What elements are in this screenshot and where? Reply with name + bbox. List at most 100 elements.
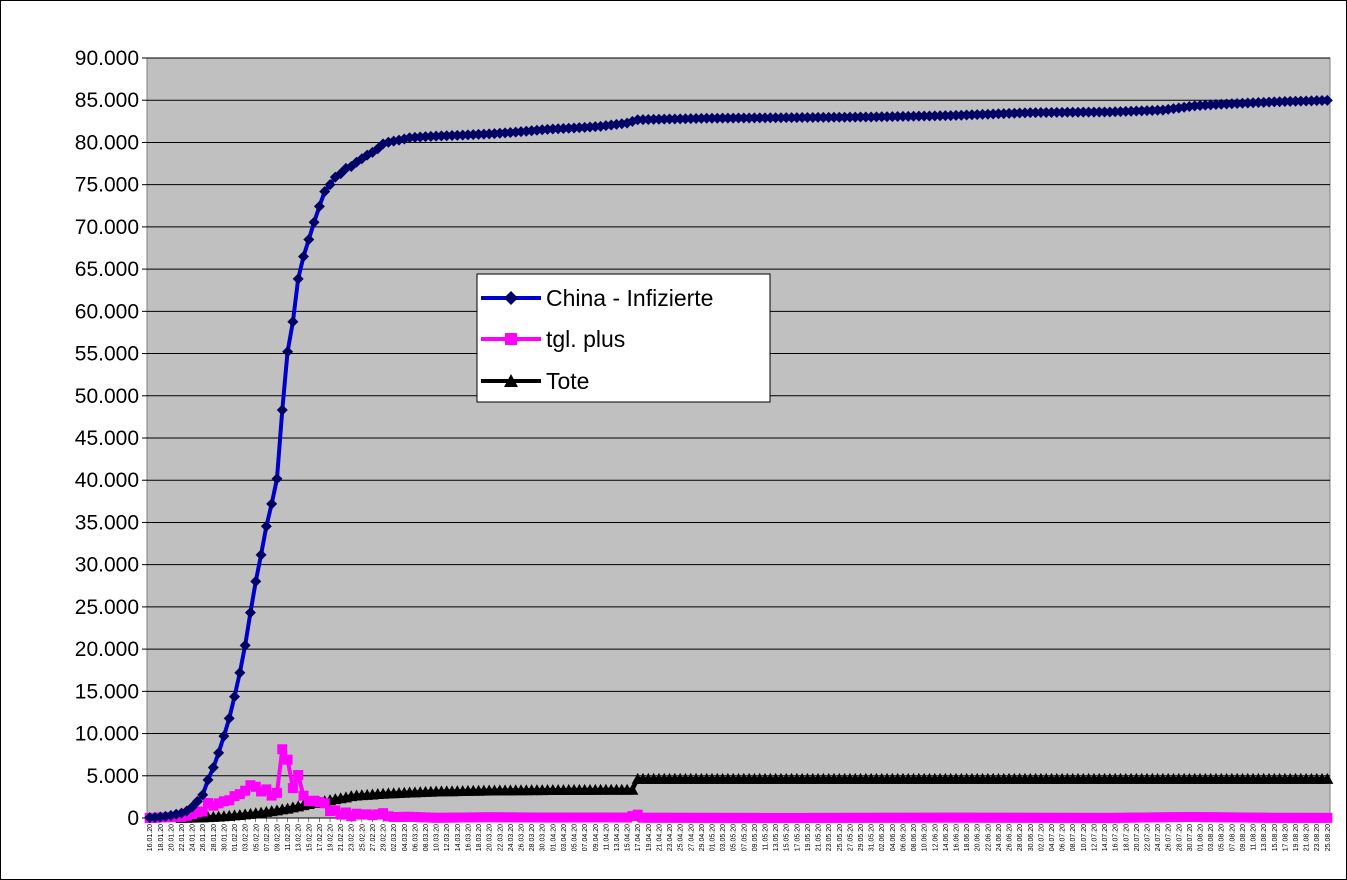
data-point bbox=[1041, 812, 1052, 823]
data-point bbox=[1301, 812, 1312, 823]
y-tick-label: 0 bbox=[127, 807, 139, 830]
data-point bbox=[244, 607, 256, 619]
data-point bbox=[669, 812, 680, 823]
data-point bbox=[494, 812, 505, 823]
data-point bbox=[319, 186, 331, 198]
data-point bbox=[260, 520, 272, 532]
data-point bbox=[1062, 812, 1073, 823]
data-point bbox=[478, 812, 489, 823]
data-point bbox=[1131, 812, 1142, 823]
x-tick-label: 11.04.20 bbox=[603, 824, 610, 851]
data-point bbox=[754, 812, 765, 823]
data-point bbox=[882, 812, 893, 823]
x-tick-label: 09.05.20 bbox=[752, 824, 759, 851]
data-point bbox=[473, 812, 484, 823]
x-tick-label: 04.03.20 bbox=[402, 824, 409, 851]
data-point bbox=[712, 812, 723, 823]
square-marker-icon bbox=[505, 333, 517, 345]
x-tick-label: 17.05.20 bbox=[794, 824, 801, 851]
data-point bbox=[993, 812, 1004, 823]
data-point bbox=[378, 808, 389, 819]
y-tick-label: 10.000 bbox=[75, 723, 139, 746]
x-tick-label: 23.02.20 bbox=[349, 824, 356, 851]
x-tick-label: 20.07.20 bbox=[1134, 824, 1141, 851]
data-point bbox=[192, 807, 203, 818]
x-tick-label: 03.04.20 bbox=[561, 824, 568, 851]
x-tick-label: 21.08.20 bbox=[1304, 824, 1311, 851]
data-point bbox=[351, 808, 362, 819]
x-tick-label: 07.05.20 bbox=[741, 824, 748, 851]
x-tick-label: 30.07.20 bbox=[1187, 824, 1194, 851]
data-point bbox=[760, 812, 771, 823]
y-tick-label: 40.000 bbox=[75, 469, 139, 492]
data-point bbox=[940, 812, 951, 823]
y-tick-label: 85.000 bbox=[75, 89, 139, 112]
data-point bbox=[1141, 812, 1152, 823]
data-point bbox=[1269, 812, 1280, 823]
data-point bbox=[558, 812, 569, 823]
x-tick-label: 17.04.20 bbox=[635, 824, 642, 851]
x-tick-label: 03.08.20 bbox=[1208, 824, 1215, 851]
y-tick-label: 50.000 bbox=[75, 385, 139, 408]
data-point bbox=[303, 234, 315, 246]
data-point bbox=[325, 806, 336, 817]
x-tick-label: 19.04.20 bbox=[646, 824, 653, 851]
data-point bbox=[245, 780, 256, 791]
data-point bbox=[744, 812, 755, 823]
series-china-infizierte bbox=[144, 94, 1333, 824]
data-point bbox=[913, 812, 924, 823]
data-point bbox=[1321, 94, 1333, 106]
y-tick-label: 90.000 bbox=[75, 47, 139, 70]
diamond-marker-icon bbox=[504, 291, 518, 305]
data-point bbox=[1009, 812, 1020, 823]
data-point bbox=[626, 783, 639, 795]
data-point bbox=[1263, 812, 1274, 823]
x-tick-label: 02.06.20 bbox=[879, 824, 886, 851]
data-point bbox=[653, 812, 664, 823]
data-point bbox=[457, 812, 468, 823]
x-tick-label: 28.03.20 bbox=[529, 824, 536, 851]
data-point bbox=[675, 812, 686, 823]
data-point bbox=[1274, 812, 1285, 823]
data-point bbox=[860, 812, 871, 823]
data-point bbox=[452, 812, 463, 823]
data-point bbox=[383, 811, 394, 822]
data-point bbox=[1094, 812, 1105, 823]
data-point bbox=[1126, 812, 1137, 823]
data-point bbox=[1152, 812, 1163, 823]
data-point bbox=[584, 812, 595, 823]
data-point bbox=[1321, 772, 1334, 784]
data-point bbox=[415, 812, 426, 823]
data-point bbox=[271, 473, 283, 485]
x-tick-label: 13.02.20 bbox=[296, 824, 303, 851]
data-point bbox=[1035, 812, 1046, 823]
data-point bbox=[303, 796, 314, 807]
data-point bbox=[255, 549, 267, 561]
data-point bbox=[749, 812, 760, 823]
data-point bbox=[728, 812, 739, 823]
data-point bbox=[866, 812, 877, 823]
x-tick-label: 28.07.20 bbox=[1176, 824, 1183, 851]
data-point bbox=[292, 273, 304, 285]
data-point bbox=[622, 812, 633, 823]
data-point bbox=[234, 789, 245, 800]
y-tick-label: 15.000 bbox=[75, 680, 139, 703]
data-point bbox=[223, 712, 235, 724]
x-tick-label: 21.05.20 bbox=[816, 824, 823, 851]
data-point bbox=[775, 812, 786, 823]
x-tick-label: 20.06.20 bbox=[975, 824, 982, 851]
data-point bbox=[1237, 812, 1248, 823]
data-series bbox=[144, 94, 1334, 824]
data-point bbox=[393, 811, 404, 822]
x-tick-label: 20.03.20 bbox=[487, 824, 494, 851]
data-point bbox=[897, 812, 908, 823]
x-tick-label: 08.03.20 bbox=[423, 824, 430, 851]
y-tick-label: 45.000 bbox=[75, 427, 139, 450]
y-tick-label: 20.000 bbox=[75, 638, 139, 661]
data-point bbox=[271, 787, 282, 798]
x-tick-label: 03.05.20 bbox=[720, 824, 727, 851]
data-point bbox=[309, 795, 320, 806]
x-tick-label: 16.06.20 bbox=[954, 824, 961, 851]
data-point bbox=[1253, 812, 1264, 823]
y-tick-label: 35.000 bbox=[75, 511, 139, 534]
